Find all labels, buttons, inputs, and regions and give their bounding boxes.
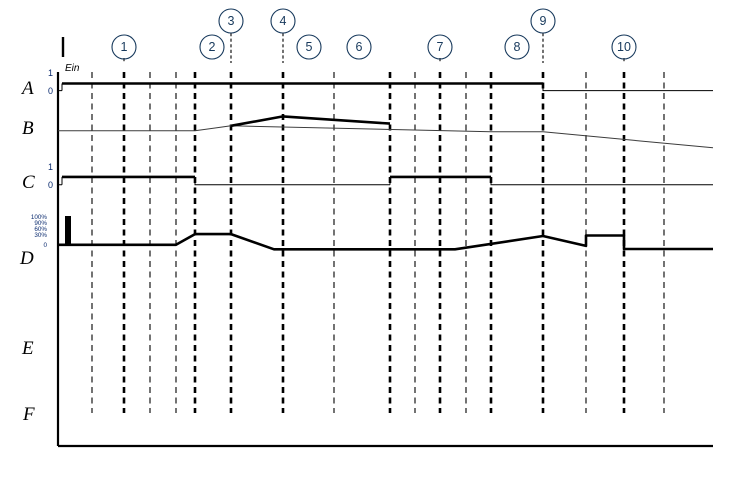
- svg-text:F: F: [22, 404, 35, 425]
- svg-text:D: D: [19, 248, 34, 269]
- svg-text:1: 1: [48, 162, 53, 172]
- svg-text:8: 8: [514, 40, 521, 54]
- svg-text:0: 0: [48, 86, 53, 96]
- svg-text:1: 1: [48, 68, 53, 78]
- svg-text:30%: 30%: [34, 232, 47, 239]
- svg-text:0: 0: [43, 242, 47, 249]
- svg-text:E: E: [21, 338, 34, 359]
- svg-text:6: 6: [356, 40, 363, 54]
- svg-text:A: A: [20, 78, 34, 99]
- svg-text:Ein: Ein: [65, 63, 80, 74]
- svg-text:1: 1: [121, 40, 128, 54]
- svg-text:10: 10: [617, 40, 631, 54]
- svg-text:4: 4: [280, 14, 287, 28]
- svg-text:2: 2: [209, 40, 216, 54]
- svg-text:3: 3: [228, 14, 235, 28]
- svg-text:B: B: [22, 118, 34, 139]
- svg-text:5: 5: [306, 40, 313, 54]
- svg-text:7: 7: [437, 40, 444, 54]
- svg-text:9: 9: [540, 14, 547, 28]
- svg-text:C: C: [22, 172, 35, 193]
- svg-text:0: 0: [48, 180, 53, 190]
